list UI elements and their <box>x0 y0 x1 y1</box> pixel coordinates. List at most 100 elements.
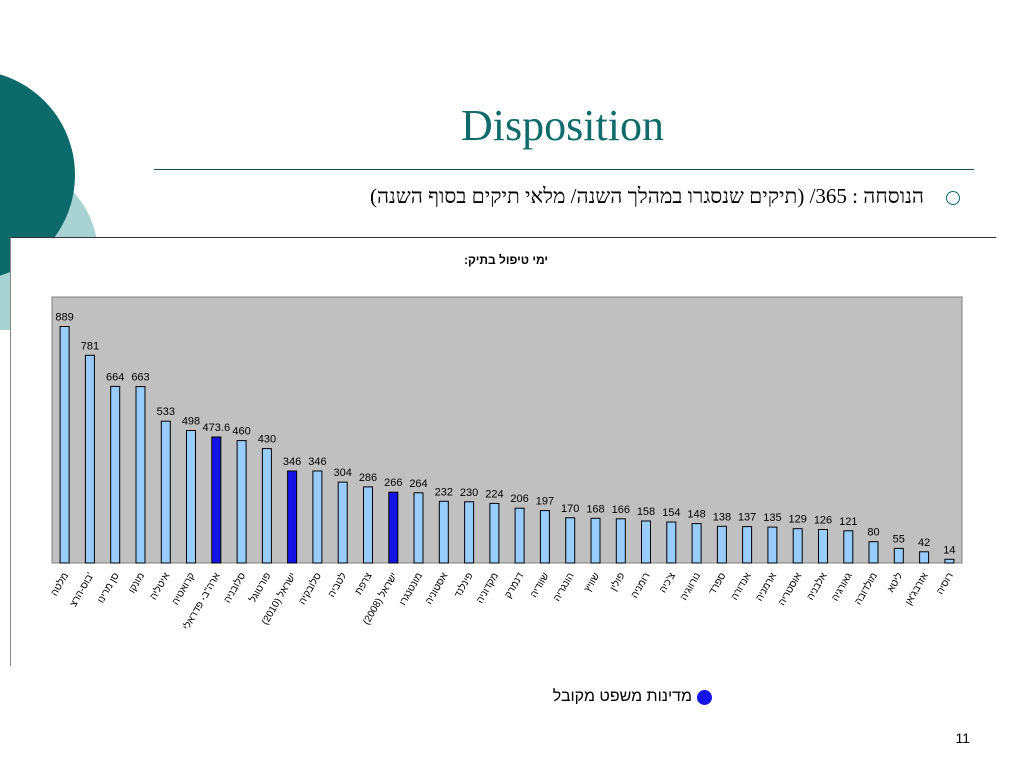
category-tick-label: סלובקיה <box>296 570 324 607</box>
bar-value-label: 264 <box>409 478 427 490</box>
legend-label: מדינות משפט מקובל <box>552 688 692 705</box>
bar-value-label: 55 <box>893 533 905 545</box>
category-tick-label: פינלנד <box>452 571 476 600</box>
category-tick-label: אזרבג'אן <box>903 570 931 607</box>
bar-value-label: 129 <box>789 514 807 526</box>
bar-35 <box>919 551 930 564</box>
bar-value-label: 663 <box>131 372 149 384</box>
bar-33 <box>868 541 879 564</box>
bar-29 <box>767 526 778 564</box>
chart-title: ימי טיפול בתיק: <box>464 253 548 267</box>
category-tick-label: לטביה <box>326 571 350 600</box>
bar-value-label: 781 <box>81 340 99 352</box>
category-tick-label: אנדורה <box>729 570 754 602</box>
bar-value-label: 42 <box>918 537 930 549</box>
bar-23 <box>615 518 626 564</box>
chart-panel: ימי טיפול בתיק: 889 מלטה 781 בוס-הרצ' 664 סן … <box>10 237 996 666</box>
category-tick-label: הונגריה <box>552 571 577 603</box>
bar-11 <box>312 470 323 564</box>
bar-value-label: 266 <box>384 477 402 489</box>
bar-8 <box>236 440 247 564</box>
category-tick-label: פורטוגל <box>247 571 274 605</box>
formula-text: הנוסחה : 365/ (תיקים שנסגרו במהלך השנה/ … <box>369 184 924 208</box>
category-tick-label: ליטא <box>885 571 906 595</box>
highlight-legend-dot <box>697 690 712 705</box>
bar-chart: ימי טיפול בתיק: 889 מלטה 781 בוס-הרצ' 664 סן … <box>48 253 963 632</box>
category-tick-label: אוסטריה <box>777 570 805 607</box>
bar-25 <box>666 521 677 564</box>
bar-value-label: 664 <box>106 371 124 383</box>
bar-28 <box>742 526 753 564</box>
bar-value-label: 473.6 <box>203 422 231 434</box>
bar-value-label: 166 <box>612 504 630 516</box>
bar-value-label: 170 <box>561 503 579 515</box>
bar-value-label: 346 <box>308 456 326 468</box>
bar-36 <box>944 558 955 564</box>
chart-legend: מדינות משפט מקובל <box>480 684 720 710</box>
bar-27 <box>716 525 727 564</box>
bar-value-label: 158 <box>637 506 655 518</box>
formula-bullet: הנוסחה : 365/ (תיקים שנסגרו במהלך השנה/ … <box>160 184 960 214</box>
bar-value-label: 126 <box>814 515 832 527</box>
category-tick-label: שוויץ <box>583 571 603 594</box>
bar-14 <box>388 491 399 564</box>
bar-24 <box>641 520 651 564</box>
bar-21 <box>565 517 576 564</box>
page-number: 11 <box>955 730 970 746</box>
bar-value-label: 197 <box>536 496 554 508</box>
bar-value-label: 14 <box>943 544 955 556</box>
bar-5 <box>160 420 171 564</box>
bar-value-label: 135 <box>763 512 781 524</box>
bar-3 <box>110 385 121 564</box>
bar-value-label: 889 <box>55 312 73 324</box>
bar-10 <box>287 470 298 564</box>
category-tick-label: צ'כיה <box>658 571 678 595</box>
bar-15 <box>413 492 424 564</box>
bar-32 <box>843 530 854 564</box>
category-tick-label: מקדוניה <box>475 571 501 606</box>
bar-value-label: 286 <box>359 472 377 484</box>
bar-12 <box>337 481 348 564</box>
bar-value-label: 430 <box>258 434 276 446</box>
bar-value-label: 148 <box>687 509 705 521</box>
title-divider <box>154 169 974 170</box>
dark-teal-circle <box>0 74 75 276</box>
bar-9 <box>261 448 272 564</box>
category-tick-label: צרפת <box>353 571 375 597</box>
category-tick-label: רומניה <box>629 571 652 600</box>
category-tick-label: אסטוניה <box>424 570 451 606</box>
bar-31 <box>818 529 828 564</box>
bar-22 <box>590 517 601 564</box>
category-tick-label: רוסיה <box>935 571 956 597</box>
plot-area <box>51 296 963 564</box>
hollow-circle-bullet-icon <box>946 191 960 205</box>
bar-value-label: 498 <box>182 416 200 428</box>
bar-26 <box>691 523 702 564</box>
bar-value-label: 154 <box>662 507 680 519</box>
bar-value-label: 224 <box>485 488 503 500</box>
category-tick-label: שוודיה <box>529 571 552 600</box>
bar-19 <box>514 507 525 564</box>
bar-34 <box>893 547 904 564</box>
category-tick-label: פולין <box>607 571 627 594</box>
category-tick-label: מולדובה <box>852 570 880 607</box>
category-tick-label: קרואטיה <box>170 571 197 607</box>
category-tick-label: מונקו <box>127 571 147 595</box>
slide-title: Disposition <box>461 101 664 150</box>
bar-7 <box>211 436 222 564</box>
category-tick-label: אלבניה <box>804 570 830 602</box>
bar-value-label: 137 <box>738 512 756 524</box>
bar-17 <box>464 501 475 564</box>
bar-18 <box>489 502 500 564</box>
bar-value-label: 138 <box>713 511 731 523</box>
category-tick-label: סלובניה <box>221 570 248 605</box>
bar-value-label: 346 <box>283 456 301 468</box>
bar-20 <box>539 510 550 564</box>
bar-16 <box>438 500 449 564</box>
bar-value-label: 460 <box>232 426 250 438</box>
bar-6 <box>186 430 196 564</box>
bar-1 <box>59 326 70 564</box>
bar-value-label: 304 <box>334 467 352 479</box>
category-tick-label: נורווגיה <box>679 571 704 603</box>
bar-value-label: 232 <box>435 486 453 498</box>
